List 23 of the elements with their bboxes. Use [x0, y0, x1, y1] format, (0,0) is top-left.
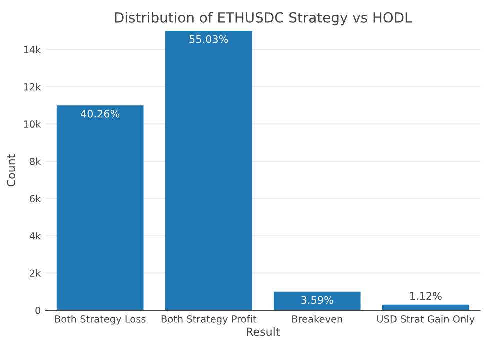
y-axis-title: Count — [7, 154, 16, 187]
y-tick-label: 8k — [30, 158, 42, 166]
annotation: 3.59% — [302, 296, 334, 304]
y-tick-label: 2k — [30, 270, 42, 277]
y-tick-label: 14k — [24, 46, 42, 54]
y-tick-label: 12k — [24, 83, 42, 91]
x-tick-label: Breakeven — [292, 315, 342, 323]
bar — [165, 31, 252, 310]
bar — [382, 304, 470, 310]
chart-title: Distribution of ETHUSDC Strategy vs HODL — [115, 12, 412, 26]
annotation: 1.12% — [410, 292, 442, 300]
y-tick-label: 0 — [36, 306, 41, 314]
x-tick-label: USD Strat Gain Only — [378, 315, 475, 325]
x-tick-label: Both Strategy Loss — [55, 315, 146, 325]
bar — [274, 292, 361, 310]
annotation: 40.26% — [80, 110, 120, 118]
y-tick-label: 10k — [24, 120, 42, 128]
x-tick-label: Both Strategy Profit — [162, 315, 257, 325]
y-tick-label: 4k — [30, 232, 42, 240]
bar — [56, 106, 144, 310]
x-axis-title: Result — [247, 328, 280, 336]
y-tick-label: 6k — [30, 195, 42, 203]
annotation: 55.03% — [190, 35, 228, 44]
